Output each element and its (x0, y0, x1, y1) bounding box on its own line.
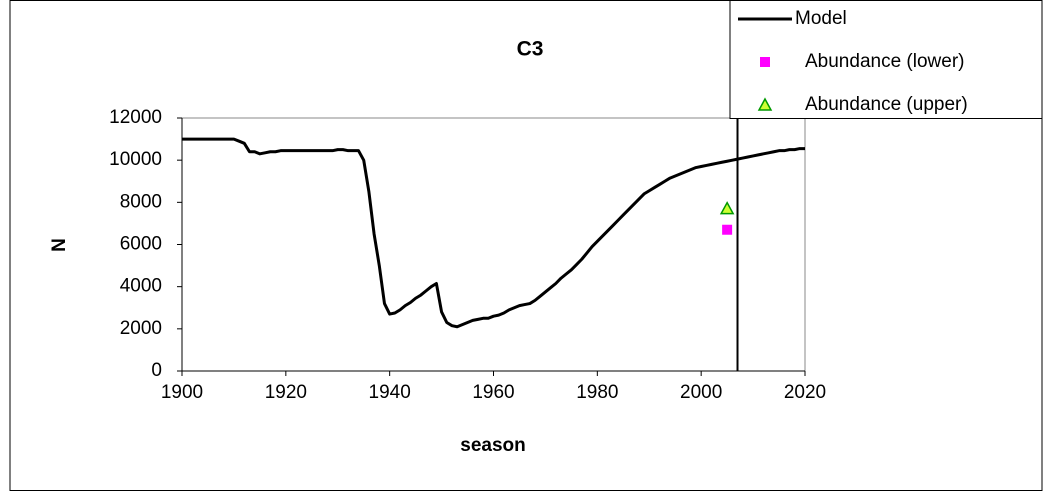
point-triangle (719, 201, 735, 215)
x-tick-label: 1980 (576, 382, 618, 403)
legend-label: Model (795, 8, 847, 29)
point-square (722, 224, 733, 235)
x-tick-label: 1900 (161, 382, 203, 403)
y-tick-label: 8000 (120, 191, 162, 212)
y-tick-label: 12000 (109, 107, 162, 128)
model-line (182, 137, 805, 329)
chart-title: C3 (517, 38, 544, 61)
x-tick-label: 1940 (369, 382, 411, 403)
legend-square (760, 57, 770, 67)
y-tick-label: 0 (151, 360, 162, 381)
x-axis-label: season (460, 435, 525, 456)
x-tick-label: 2020 (784, 382, 826, 403)
y-tick-label: 4000 (120, 276, 162, 297)
y-tick-label: 2000 (120, 318, 162, 339)
legend-label: Abundance (lower) (805, 51, 964, 72)
x-tick-label: 1960 (472, 382, 514, 403)
y-axis-label: N (49, 238, 70, 252)
legend-label: Abundance (upper) (805, 94, 968, 115)
x-tick-label: 2000 (680, 382, 722, 403)
y-tick-label: 6000 (120, 234, 162, 255)
legend-triangle (757, 97, 773, 111)
x-tick-label: 1920 (265, 382, 307, 403)
y-tick-label: 10000 (109, 149, 162, 170)
